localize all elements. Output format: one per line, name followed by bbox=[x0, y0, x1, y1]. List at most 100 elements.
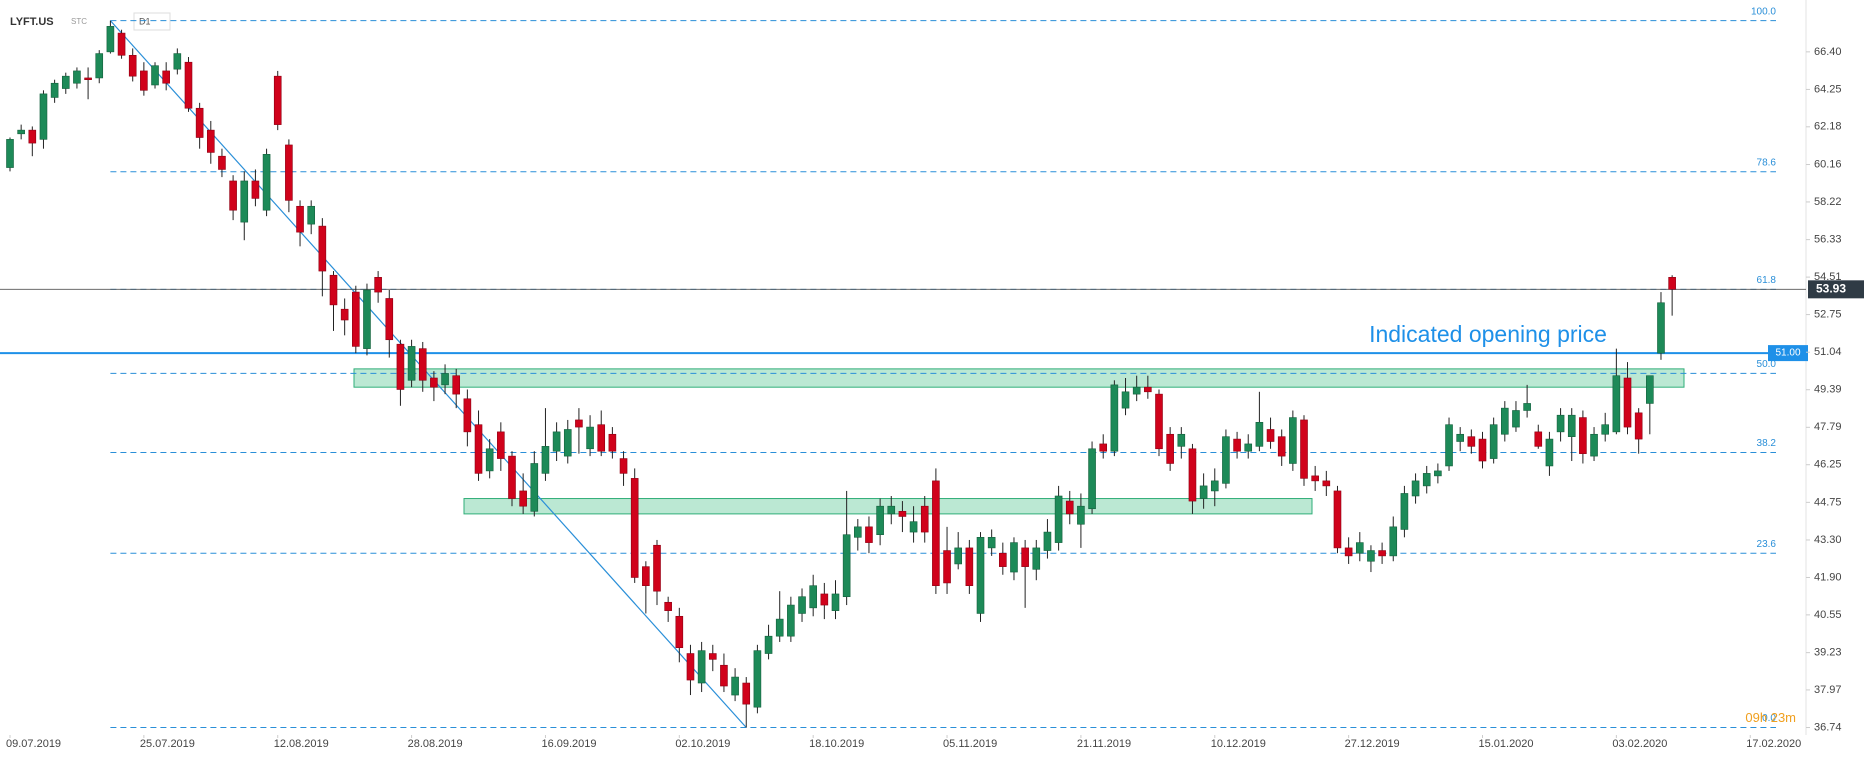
candle-body bbox=[485, 448, 494, 472]
candle-body bbox=[140, 70, 148, 91]
candle-body bbox=[976, 537, 985, 614]
candle-body bbox=[240, 180, 249, 223]
candle-body bbox=[6, 139, 14, 168]
candle-body bbox=[1088, 448, 1096, 510]
candle-body bbox=[452, 375, 461, 395]
candle-body bbox=[1657, 302, 1665, 354]
candle-body bbox=[463, 398, 472, 433]
candle-body bbox=[1556, 414, 1565, 433]
candle-body bbox=[909, 521, 918, 533]
candle-body bbox=[720, 664, 728, 687]
candle-body bbox=[1400, 493, 1409, 530]
candle-body bbox=[798, 596, 806, 614]
candle-body bbox=[229, 180, 237, 211]
candle-body bbox=[1300, 419, 1308, 479]
candle-body bbox=[1188, 448, 1197, 502]
candle-body bbox=[1277, 436, 1286, 457]
candle-body bbox=[352, 291, 360, 347]
candle-body bbox=[1512, 410, 1520, 428]
candle-body bbox=[575, 419, 583, 428]
fib-label: 38.2 bbox=[1757, 438, 1777, 449]
candle-body bbox=[441, 373, 449, 386]
candle-body bbox=[1601, 424, 1610, 435]
candle-body bbox=[1233, 438, 1241, 452]
candle-body bbox=[329, 274, 338, 306]
candle-body bbox=[1534, 431, 1543, 447]
candle-body bbox=[943, 550, 951, 584]
candle-body bbox=[965, 547, 974, 586]
candle-body bbox=[508, 455, 516, 499]
candle-body bbox=[809, 585, 817, 609]
candle-body bbox=[251, 180, 260, 199]
candle-body bbox=[50, 82, 59, 98]
candle-body bbox=[273, 75, 282, 125]
trendline bbox=[109, 20, 747, 728]
candle-body bbox=[418, 348, 427, 381]
candle-body bbox=[1032, 547, 1041, 570]
x-tick-label: 02.10.2019 bbox=[675, 738, 730, 750]
timeframe[interactable]: D1 bbox=[139, 16, 151, 26]
candle-body bbox=[1266, 429, 1275, 442]
y-tick-label: 49.39 bbox=[1814, 384, 1842, 396]
candle-body bbox=[597, 424, 606, 452]
candle-body bbox=[1579, 417, 1587, 454]
candle-body bbox=[128, 54, 137, 77]
candle-body bbox=[1623, 377, 1632, 428]
countdown: 09h 23m bbox=[1745, 710, 1796, 725]
y-tick-label: 58.22 bbox=[1814, 196, 1842, 208]
candle-body bbox=[1668, 277, 1676, 290]
y-tick-label: 51.04 bbox=[1814, 346, 1842, 358]
candle-body bbox=[95, 53, 104, 79]
candle-body bbox=[1445, 424, 1453, 467]
candle-body bbox=[1065, 500, 1074, 515]
candle-body bbox=[1545, 438, 1554, 467]
timeframe-box[interactable] bbox=[133, 12, 171, 31]
fib-label: 61.8 bbox=[1757, 275, 1777, 286]
candle-body bbox=[831, 593, 840, 611]
candle-body bbox=[1489, 424, 1498, 459]
marked-level-box bbox=[1768, 345, 1808, 362]
candle-body bbox=[1590, 433, 1598, 457]
candle-body bbox=[318, 225, 327, 272]
candle-body bbox=[1501, 407, 1509, 435]
candle-body bbox=[563, 429, 572, 457]
candle-body bbox=[1021, 547, 1029, 567]
candle-body bbox=[218, 155, 226, 170]
candle-body bbox=[1434, 470, 1442, 477]
candle-body bbox=[1523, 403, 1531, 411]
fib-label: 100.0 bbox=[1751, 6, 1776, 17]
candle-body bbox=[764, 635, 773, 654]
candle-body bbox=[932, 480, 940, 586]
candle-body bbox=[541, 446, 550, 474]
x-tick-label: 17.02.2020 bbox=[1746, 738, 1801, 750]
candle-body bbox=[1010, 542, 1018, 573]
candle-body bbox=[987, 537, 996, 549]
y-tick-label: 41.90 bbox=[1814, 571, 1842, 583]
x-tick-label: 03.02.2020 bbox=[1612, 738, 1667, 750]
candle-body bbox=[775, 618, 784, 637]
candle-body bbox=[1121, 391, 1130, 409]
candle-body bbox=[363, 289, 371, 349]
candle-body bbox=[708, 653, 717, 660]
candle-body bbox=[84, 77, 92, 80]
candle-body bbox=[474, 424, 483, 474]
candle-body bbox=[865, 526, 873, 543]
candle-body bbox=[1077, 505, 1085, 525]
candle-body bbox=[642, 566, 650, 586]
candle-body bbox=[1634, 412, 1643, 440]
candle-body bbox=[151, 65, 159, 86]
candle-body bbox=[820, 593, 829, 606]
x-tick-label: 10.12.2019 bbox=[1211, 738, 1266, 750]
candle-body bbox=[1411, 480, 1420, 497]
candle-body bbox=[530, 463, 539, 512]
source: STC bbox=[71, 17, 87, 26]
candle-body bbox=[1177, 433, 1186, 447]
candle-body bbox=[430, 377, 438, 388]
x-tick-label: 15.01.2020 bbox=[1478, 738, 1533, 750]
candle-body bbox=[1222, 436, 1230, 484]
y-tick-label: 66.40 bbox=[1814, 46, 1842, 58]
candle-body bbox=[675, 615, 684, 649]
fib-label: 23.6 bbox=[1757, 539, 1777, 550]
